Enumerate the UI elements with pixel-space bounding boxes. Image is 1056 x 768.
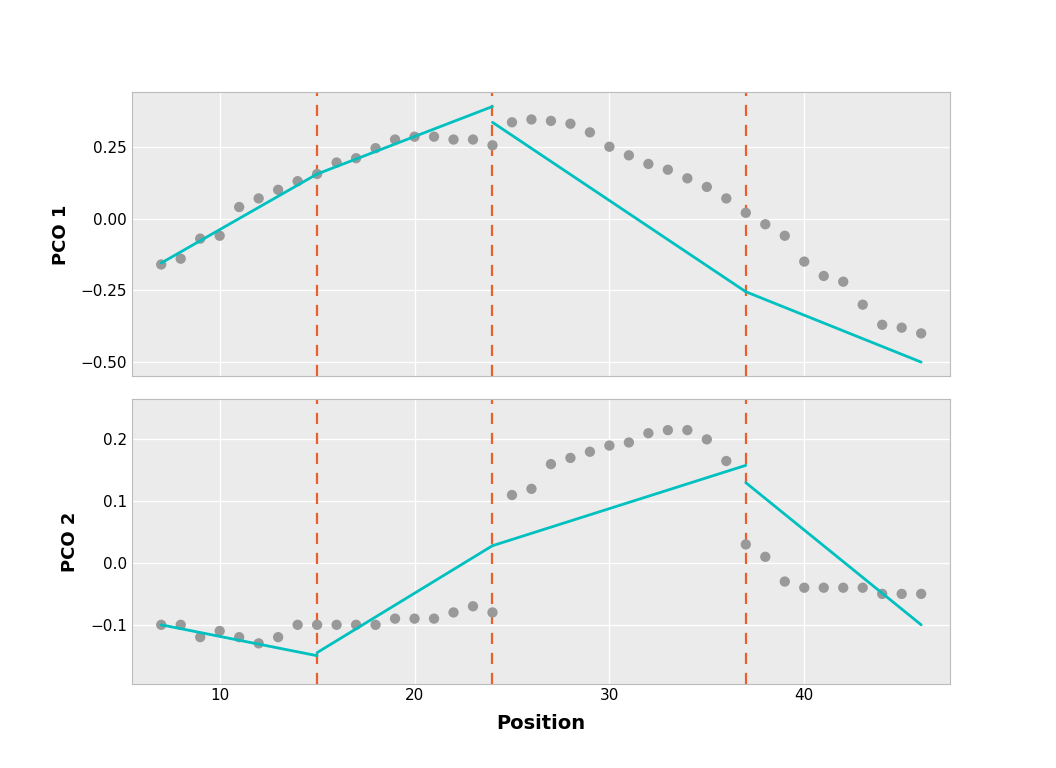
Point [328, 157, 345, 169]
Point [230, 201, 247, 214]
Point [796, 256, 813, 268]
Y-axis label: PCO 1: PCO 1 [52, 204, 70, 264]
Point [562, 452, 579, 464]
Point [698, 433, 715, 445]
X-axis label: Position: Position [496, 714, 586, 733]
Point [757, 551, 774, 563]
Y-axis label: PCO 2: PCO 2 [61, 511, 79, 571]
Point [815, 581, 832, 594]
Point [426, 131, 442, 143]
Point [659, 424, 676, 436]
Point [893, 322, 910, 334]
Point [582, 445, 599, 458]
Point [211, 230, 228, 242]
Point [737, 538, 754, 551]
Point [192, 631, 209, 644]
Point [386, 134, 403, 146]
Point [776, 575, 793, 588]
Point [211, 625, 228, 637]
Point [426, 612, 442, 624]
Point [912, 588, 929, 600]
Point [347, 619, 364, 631]
Point [484, 606, 501, 618]
Point [445, 134, 461, 146]
Point [289, 175, 306, 187]
Point [523, 114, 540, 126]
Point [230, 631, 247, 644]
Point [269, 184, 286, 196]
Point [504, 116, 521, 128]
Point [153, 258, 170, 270]
Point [250, 637, 267, 650]
Point [504, 489, 521, 502]
Point [912, 327, 929, 339]
Point [873, 588, 890, 600]
Point [484, 139, 501, 151]
Point [367, 142, 384, 154]
Point [621, 149, 638, 161]
Point [718, 192, 735, 204]
Point [289, 619, 306, 631]
Point [796, 581, 813, 594]
Point [893, 588, 910, 600]
Point [718, 455, 735, 467]
Point [640, 427, 657, 439]
Point [386, 612, 403, 624]
Point [873, 319, 890, 331]
Point [328, 619, 345, 631]
Point [250, 192, 267, 204]
Point [815, 270, 832, 282]
Point [153, 619, 170, 631]
Point [757, 218, 774, 230]
Point [679, 424, 696, 436]
Point [445, 606, 461, 618]
Point [269, 631, 286, 644]
Point [465, 134, 482, 146]
Point [737, 207, 754, 219]
Point [835, 276, 852, 288]
Point [698, 180, 715, 193]
Point [347, 152, 364, 164]
Point [523, 482, 540, 495]
Point [407, 131, 423, 143]
Point [679, 172, 696, 184]
Point [854, 581, 871, 594]
Point [465, 600, 482, 612]
Point [367, 619, 384, 631]
Point [601, 439, 618, 452]
Point [601, 141, 618, 153]
Point [835, 581, 852, 594]
Point [621, 436, 638, 449]
Point [543, 114, 560, 127]
Point [172, 619, 189, 631]
Point [172, 253, 189, 265]
Point [659, 164, 676, 176]
Point [308, 168, 325, 180]
Point [854, 299, 871, 311]
Point [582, 126, 599, 138]
Point [407, 612, 423, 624]
Point [308, 619, 325, 631]
Point [562, 118, 579, 130]
Point [640, 157, 657, 170]
Point [776, 230, 793, 242]
Point [192, 233, 209, 245]
Point [543, 458, 560, 470]
